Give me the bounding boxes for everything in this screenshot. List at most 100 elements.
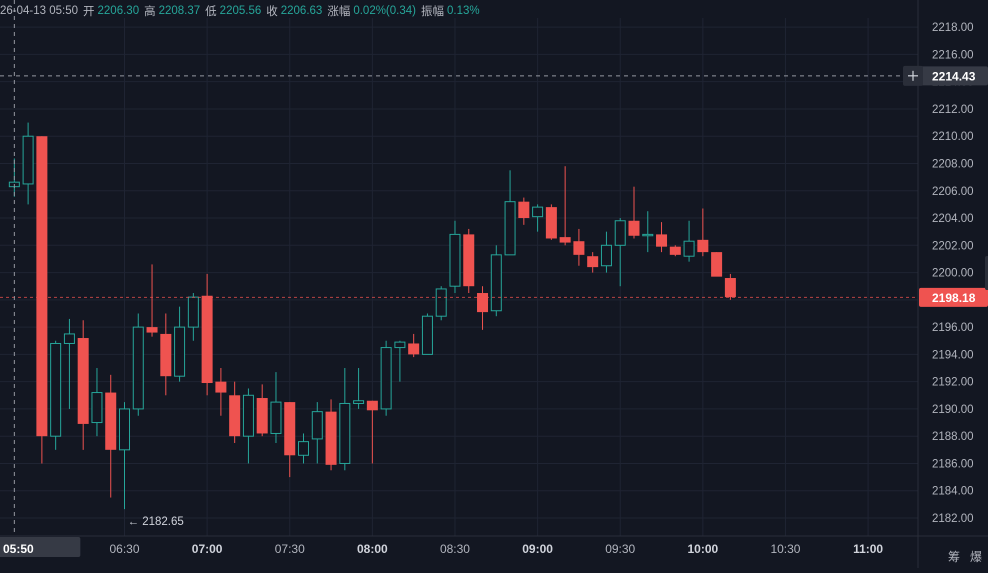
high-value: 2208.37 xyxy=(159,5,201,17)
low-price-annotation: ← 2182.65 xyxy=(128,516,184,528)
x-tick-label: 11:00 xyxy=(853,542,883,556)
candle-body-up xyxy=(64,334,74,344)
y-tick-label: 2202.00 xyxy=(932,240,974,252)
corner-tools: 筹 爆 xyxy=(948,548,982,565)
x-tick-label: 09:00 xyxy=(522,542,553,556)
candle-body-up xyxy=(354,401,364,404)
candle-body-up xyxy=(188,297,198,327)
candle-body-down xyxy=(326,412,337,465)
high-label: 高 xyxy=(144,3,156,19)
candle-body-up xyxy=(175,327,185,376)
candle-body-up xyxy=(450,234,460,286)
y-tick-label: 2186.00 xyxy=(932,458,974,470)
candle-body-down xyxy=(573,241,584,255)
chip-distribution-button[interactable]: 筹 xyxy=(948,548,960,565)
candle-body-down xyxy=(367,401,378,411)
low-label: 低 xyxy=(205,3,217,19)
open-label: 开 xyxy=(83,3,95,19)
candle-body-up xyxy=(243,395,253,436)
candle-body-down xyxy=(560,237,571,242)
change-label: 涨幅 xyxy=(327,3,350,19)
candle-body-up xyxy=(340,403,350,463)
candle-body-down xyxy=(78,338,89,424)
candle-body-up xyxy=(51,343,61,436)
x-tick-label: 07:00 xyxy=(192,542,223,556)
candle-body-up xyxy=(505,202,515,255)
candle-body-up xyxy=(120,409,130,450)
y-tick-label: 2208.00 xyxy=(932,158,974,170)
candle-body-down xyxy=(656,234,667,246)
candle-body-up xyxy=(643,234,653,235)
y-tick-label: 2194.00 xyxy=(932,349,974,361)
candle-body-down xyxy=(229,395,240,436)
candle-body-down xyxy=(408,343,419,354)
candle-body-down xyxy=(202,296,213,383)
candle-body-down xyxy=(628,221,639,236)
candle-body-up xyxy=(601,245,611,265)
ohlc-datetime: 26-04-13 05:50 xyxy=(0,5,78,17)
candle-body-down xyxy=(105,393,116,450)
x-tick-label: 08:00 xyxy=(357,542,388,556)
candle-body-down xyxy=(518,202,529,218)
candle-body-up xyxy=(395,342,405,347)
candle-body-down xyxy=(257,398,268,433)
y-tick-label: 2192.00 xyxy=(932,377,974,389)
y-tick-label: 2212.00 xyxy=(932,104,974,116)
candle-body-up xyxy=(271,402,281,433)
current-price-label: 2198.18 xyxy=(932,291,976,305)
x-tick-label: 10:00 xyxy=(687,542,718,556)
x-tick-label: 07:30 xyxy=(275,542,305,556)
candle-body-down xyxy=(36,136,47,436)
candle-body-down xyxy=(463,234,474,286)
candle-body-up xyxy=(381,348,391,409)
y-tick-label: 2200.00 xyxy=(932,268,974,280)
candle-body-up xyxy=(299,442,309,456)
change-value: 0.02%(0.34) xyxy=(353,5,416,17)
candle-body-up xyxy=(422,316,432,354)
y-tick-label: 2210.00 xyxy=(932,131,974,143)
candle-body-up xyxy=(491,255,501,311)
y-tick-label: 2190.00 xyxy=(932,404,974,416)
candle-body-down xyxy=(725,278,736,297)
candle-body-down xyxy=(477,293,488,312)
candle-body-up xyxy=(684,241,694,256)
candle-body-up xyxy=(615,221,625,246)
candle-body-down xyxy=(284,402,295,455)
crosshair-time-label: 04-13 05:50 xyxy=(0,542,34,556)
x-tick-label: 09:30 xyxy=(605,542,635,556)
x-tick-label: 10:30 xyxy=(770,542,800,556)
candle-body-down xyxy=(160,334,171,376)
x-tick-label: 08:30 xyxy=(440,542,470,556)
candle-body-up xyxy=(312,412,322,439)
low-value: 2205.56 xyxy=(220,5,262,17)
y-tick-label: 2182.00 xyxy=(932,513,974,525)
close-label: 收 xyxy=(266,3,278,19)
y-tick-label: 2204.00 xyxy=(932,213,974,225)
y-tick-label: 2196.00 xyxy=(932,322,974,334)
candle-body-down xyxy=(215,382,226,393)
candle-body-down xyxy=(670,247,681,255)
amplitude-value: 0.13% xyxy=(447,5,480,17)
y-tick-label: 2184.00 xyxy=(932,486,974,498)
candle-body-down xyxy=(711,252,722,277)
y-tick-label: 2218.00 xyxy=(932,22,974,34)
candle-body-down xyxy=(147,327,158,332)
open-value: 2206.30 xyxy=(98,5,140,17)
y-tick-label: 2188.00 xyxy=(932,431,974,443)
candle-body-up xyxy=(436,289,446,316)
burst-button[interactable]: 爆 xyxy=(970,548,982,565)
candle-body-down xyxy=(546,207,557,238)
candle-body-up xyxy=(23,136,33,184)
candle-body-up xyxy=(133,327,143,409)
amplitude-label: 振幅 xyxy=(421,3,444,19)
crosshair-price-label: 2214.43 xyxy=(932,69,976,83)
close-value: 2206.63 xyxy=(281,5,323,17)
x-tick-label: 06:30 xyxy=(109,542,139,556)
candle-body-down xyxy=(587,256,598,267)
y-tick-label: 2216.00 xyxy=(932,49,974,61)
y-tick-label: 2206.00 xyxy=(932,186,974,198)
candle-body-down xyxy=(697,240,708,252)
